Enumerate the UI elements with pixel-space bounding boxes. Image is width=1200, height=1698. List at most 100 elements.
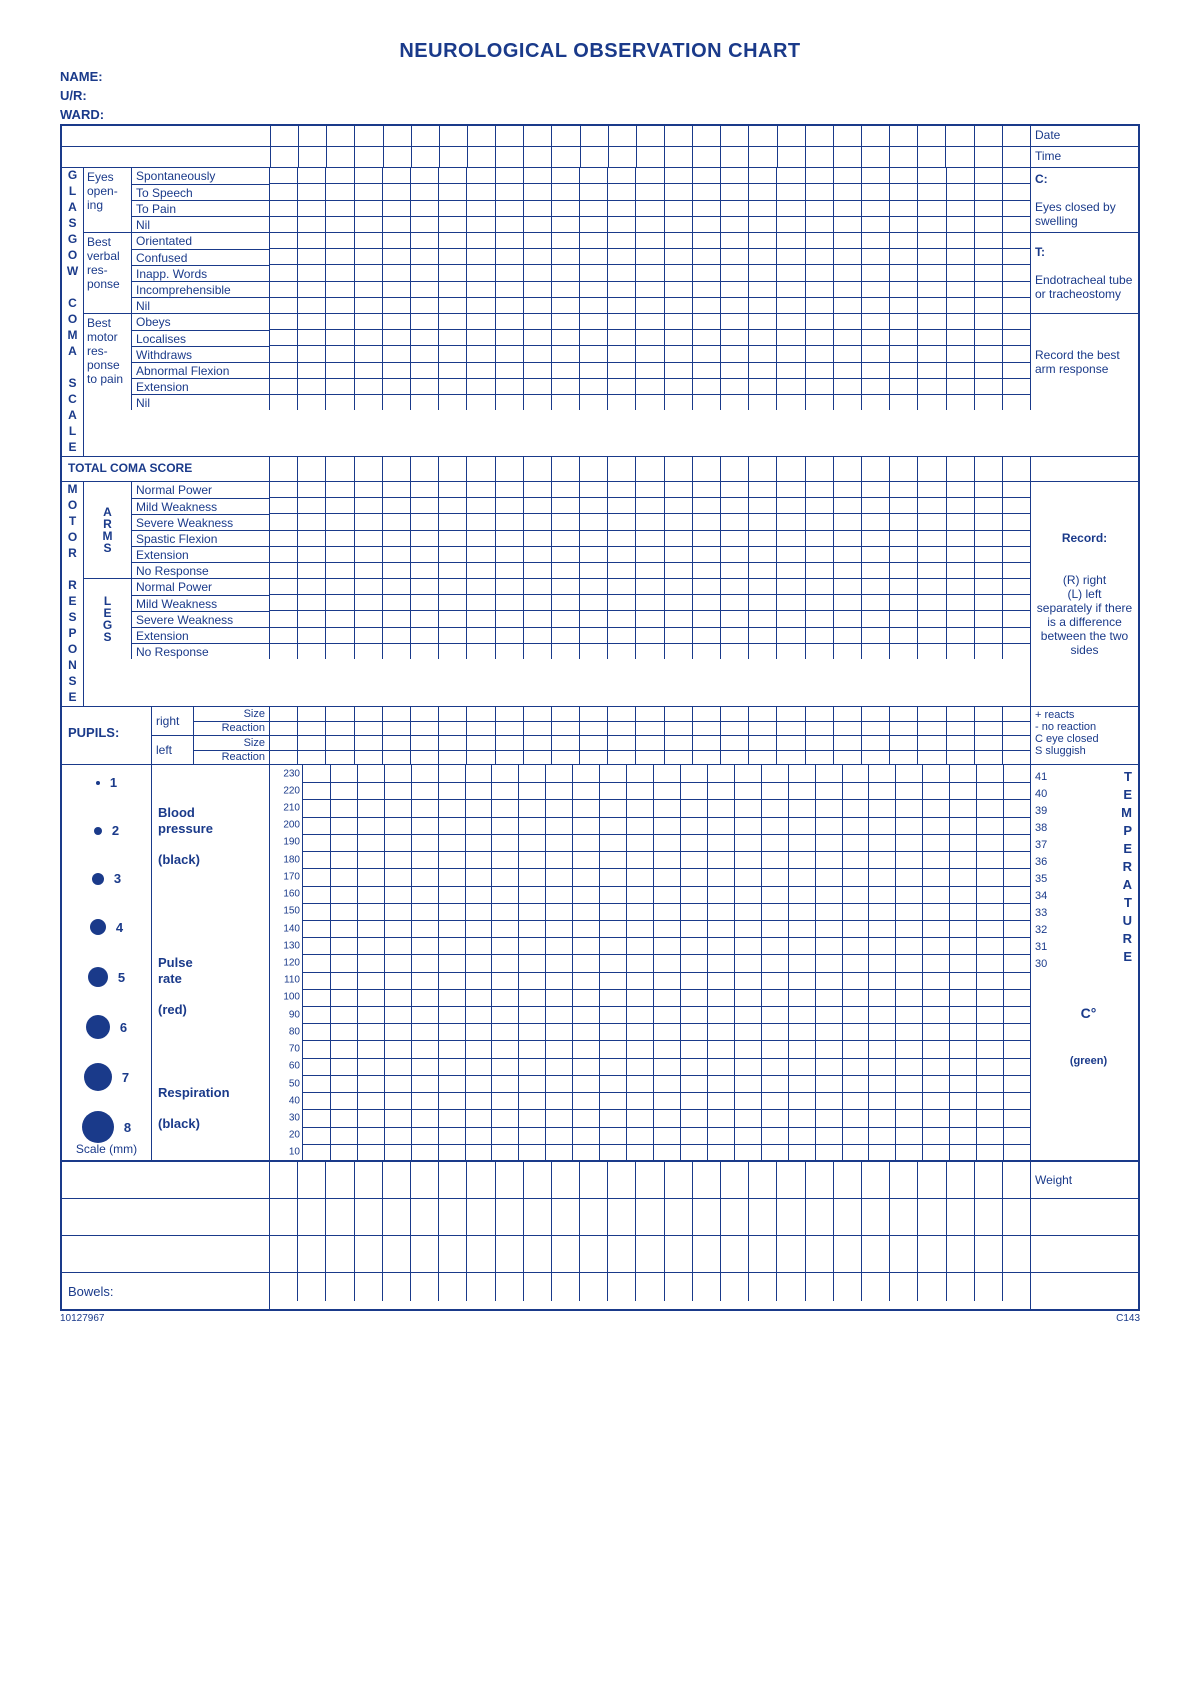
- grid-cell[interactable]: [834, 579, 862, 594]
- grid-cell[interactable]: [665, 751, 693, 765]
- grid-cell[interactable]: [524, 126, 552, 146]
- grid-cell[interactable]: [270, 1162, 298, 1198]
- grid-cell[interactable]: [298, 298, 326, 313]
- grid-cell[interactable]: [777, 563, 805, 578]
- grid-cell[interactable]: [467, 498, 495, 513]
- grid-cell[interactable]: [806, 282, 834, 297]
- grid-cell[interactable]: [918, 595, 946, 610]
- grid-cell[interactable]: [383, 233, 411, 248]
- grid-cell[interactable]: [693, 217, 721, 232]
- grid-cell[interactable]: [749, 563, 777, 578]
- grid-cell[interactable]: [580, 579, 608, 594]
- grid-cell[interactable]: [326, 514, 354, 529]
- grid-cell[interactable]: [411, 233, 439, 248]
- grid-cell[interactable]: [665, 722, 693, 736]
- grid-cell[interactable]: [524, 644, 552, 659]
- grid-cell[interactable]: [355, 563, 383, 578]
- grid-cell[interactable]: [439, 736, 467, 750]
- grid-cell[interactable]: [636, 249, 664, 264]
- grid-cell[interactable]: [383, 482, 411, 497]
- grid-cell[interactable]: [918, 184, 946, 199]
- grid-cell[interactable]: [355, 514, 383, 529]
- grid-cell[interactable]: [383, 579, 411, 594]
- grid-cell[interactable]: [383, 751, 411, 765]
- grid-cell[interactable]: [721, 184, 749, 199]
- grid-cell[interactable]: [439, 217, 467, 232]
- grid-cell[interactable]: [693, 579, 721, 594]
- grid-cell[interactable]: [524, 249, 552, 264]
- grid-cell[interactable]: [552, 644, 580, 659]
- grid-cell[interactable]: [467, 168, 495, 183]
- grid-cell[interactable]: [834, 751, 862, 765]
- grid-cell[interactable]: [890, 201, 918, 216]
- grid-cell[interactable]: [439, 330, 467, 345]
- grid-cell[interactable]: [270, 379, 298, 394]
- grid-cell[interactable]: [411, 1273, 439, 1301]
- grid-cell[interactable]: [383, 707, 411, 721]
- grid-cell[interactable]: [1003, 1236, 1030, 1272]
- grid-cell[interactable]: [975, 611, 1003, 626]
- grid-cell[interactable]: [1003, 1273, 1030, 1301]
- grid-cell[interactable]: [975, 249, 1003, 264]
- grid-cell[interactable]: [975, 379, 1003, 394]
- grid-cell[interactable]: [580, 363, 608, 378]
- grid-cell[interactable]: [636, 265, 664, 280]
- grid-cell[interactable]: [439, 547, 467, 562]
- grid-cell[interactable]: [947, 314, 975, 329]
- grid-cell[interactable]: [777, 1273, 805, 1301]
- grid-cell[interactable]: [467, 298, 495, 313]
- grid-cell[interactable]: [749, 314, 777, 329]
- grid-cell[interactable]: [777, 184, 805, 199]
- grid-cell[interactable]: [608, 265, 636, 280]
- grid-cell[interactable]: [552, 531, 580, 546]
- grid-cell[interactable]: [580, 707, 608, 721]
- grid-cell[interactable]: [777, 330, 805, 345]
- grid-cell[interactable]: [975, 751, 1003, 765]
- grid-cell[interactable]: [355, 363, 383, 378]
- grid-cell[interactable]: [355, 147, 383, 167]
- grid-cell[interactable]: [298, 482, 326, 497]
- grid-cell[interactable]: [580, 736, 608, 750]
- grid-cell[interactable]: [1003, 563, 1030, 578]
- grid-cell[interactable]: [467, 1199, 495, 1235]
- grid-cell[interactable]: [580, 395, 608, 410]
- grid-cell[interactable]: [975, 563, 1003, 578]
- grid-cell[interactable]: [412, 126, 440, 146]
- grid-cell[interactable]: [834, 1162, 862, 1198]
- grid-cell[interactable]: [411, 395, 439, 410]
- grid-cell[interactable]: [439, 595, 467, 610]
- grid-cell[interactable]: [947, 379, 975, 394]
- grid-cell[interactable]: [552, 707, 580, 721]
- grid-cell[interactable]: [665, 168, 693, 183]
- grid-cell[interactable]: [270, 751, 298, 765]
- grid-cell[interactable]: [947, 547, 975, 562]
- grid-cell[interactable]: [524, 346, 552, 361]
- grid-cell[interactable]: [355, 249, 383, 264]
- grid-cell[interactable]: [636, 628, 664, 643]
- grid-cell[interactable]: [749, 363, 777, 378]
- grid-cell[interactable]: [552, 314, 580, 329]
- grid-cell[interactable]: [1003, 233, 1030, 248]
- grid-cell[interactable]: [467, 579, 495, 594]
- grid-cell[interactable]: [890, 751, 918, 765]
- grid-cell[interactable]: [552, 126, 580, 146]
- grid-cell[interactable]: [890, 547, 918, 562]
- grid-cell[interactable]: [326, 346, 354, 361]
- grid-cell[interactable]: [834, 547, 862, 562]
- grid-cell[interactable]: [918, 498, 946, 513]
- grid-cell[interactable]: [636, 314, 664, 329]
- grid-cell[interactable]: [524, 1199, 552, 1235]
- grid-cell[interactable]: [947, 265, 975, 280]
- grid-cell[interactable]: [862, 282, 890, 297]
- grid-cell[interactable]: [580, 644, 608, 659]
- grid-cell[interactable]: [411, 379, 439, 394]
- grid-cell[interactable]: [862, 628, 890, 643]
- grid-cell[interactable]: [524, 751, 552, 765]
- grid-cell[interactable]: [862, 1273, 890, 1301]
- grid-cell[interactable]: [355, 1273, 383, 1301]
- grid-cell[interactable]: [806, 147, 834, 167]
- grid-cell[interactable]: [383, 217, 411, 232]
- grid-cell[interactable]: [636, 346, 664, 361]
- grid-cell[interactable]: [862, 531, 890, 546]
- grid-cell[interactable]: [721, 707, 749, 721]
